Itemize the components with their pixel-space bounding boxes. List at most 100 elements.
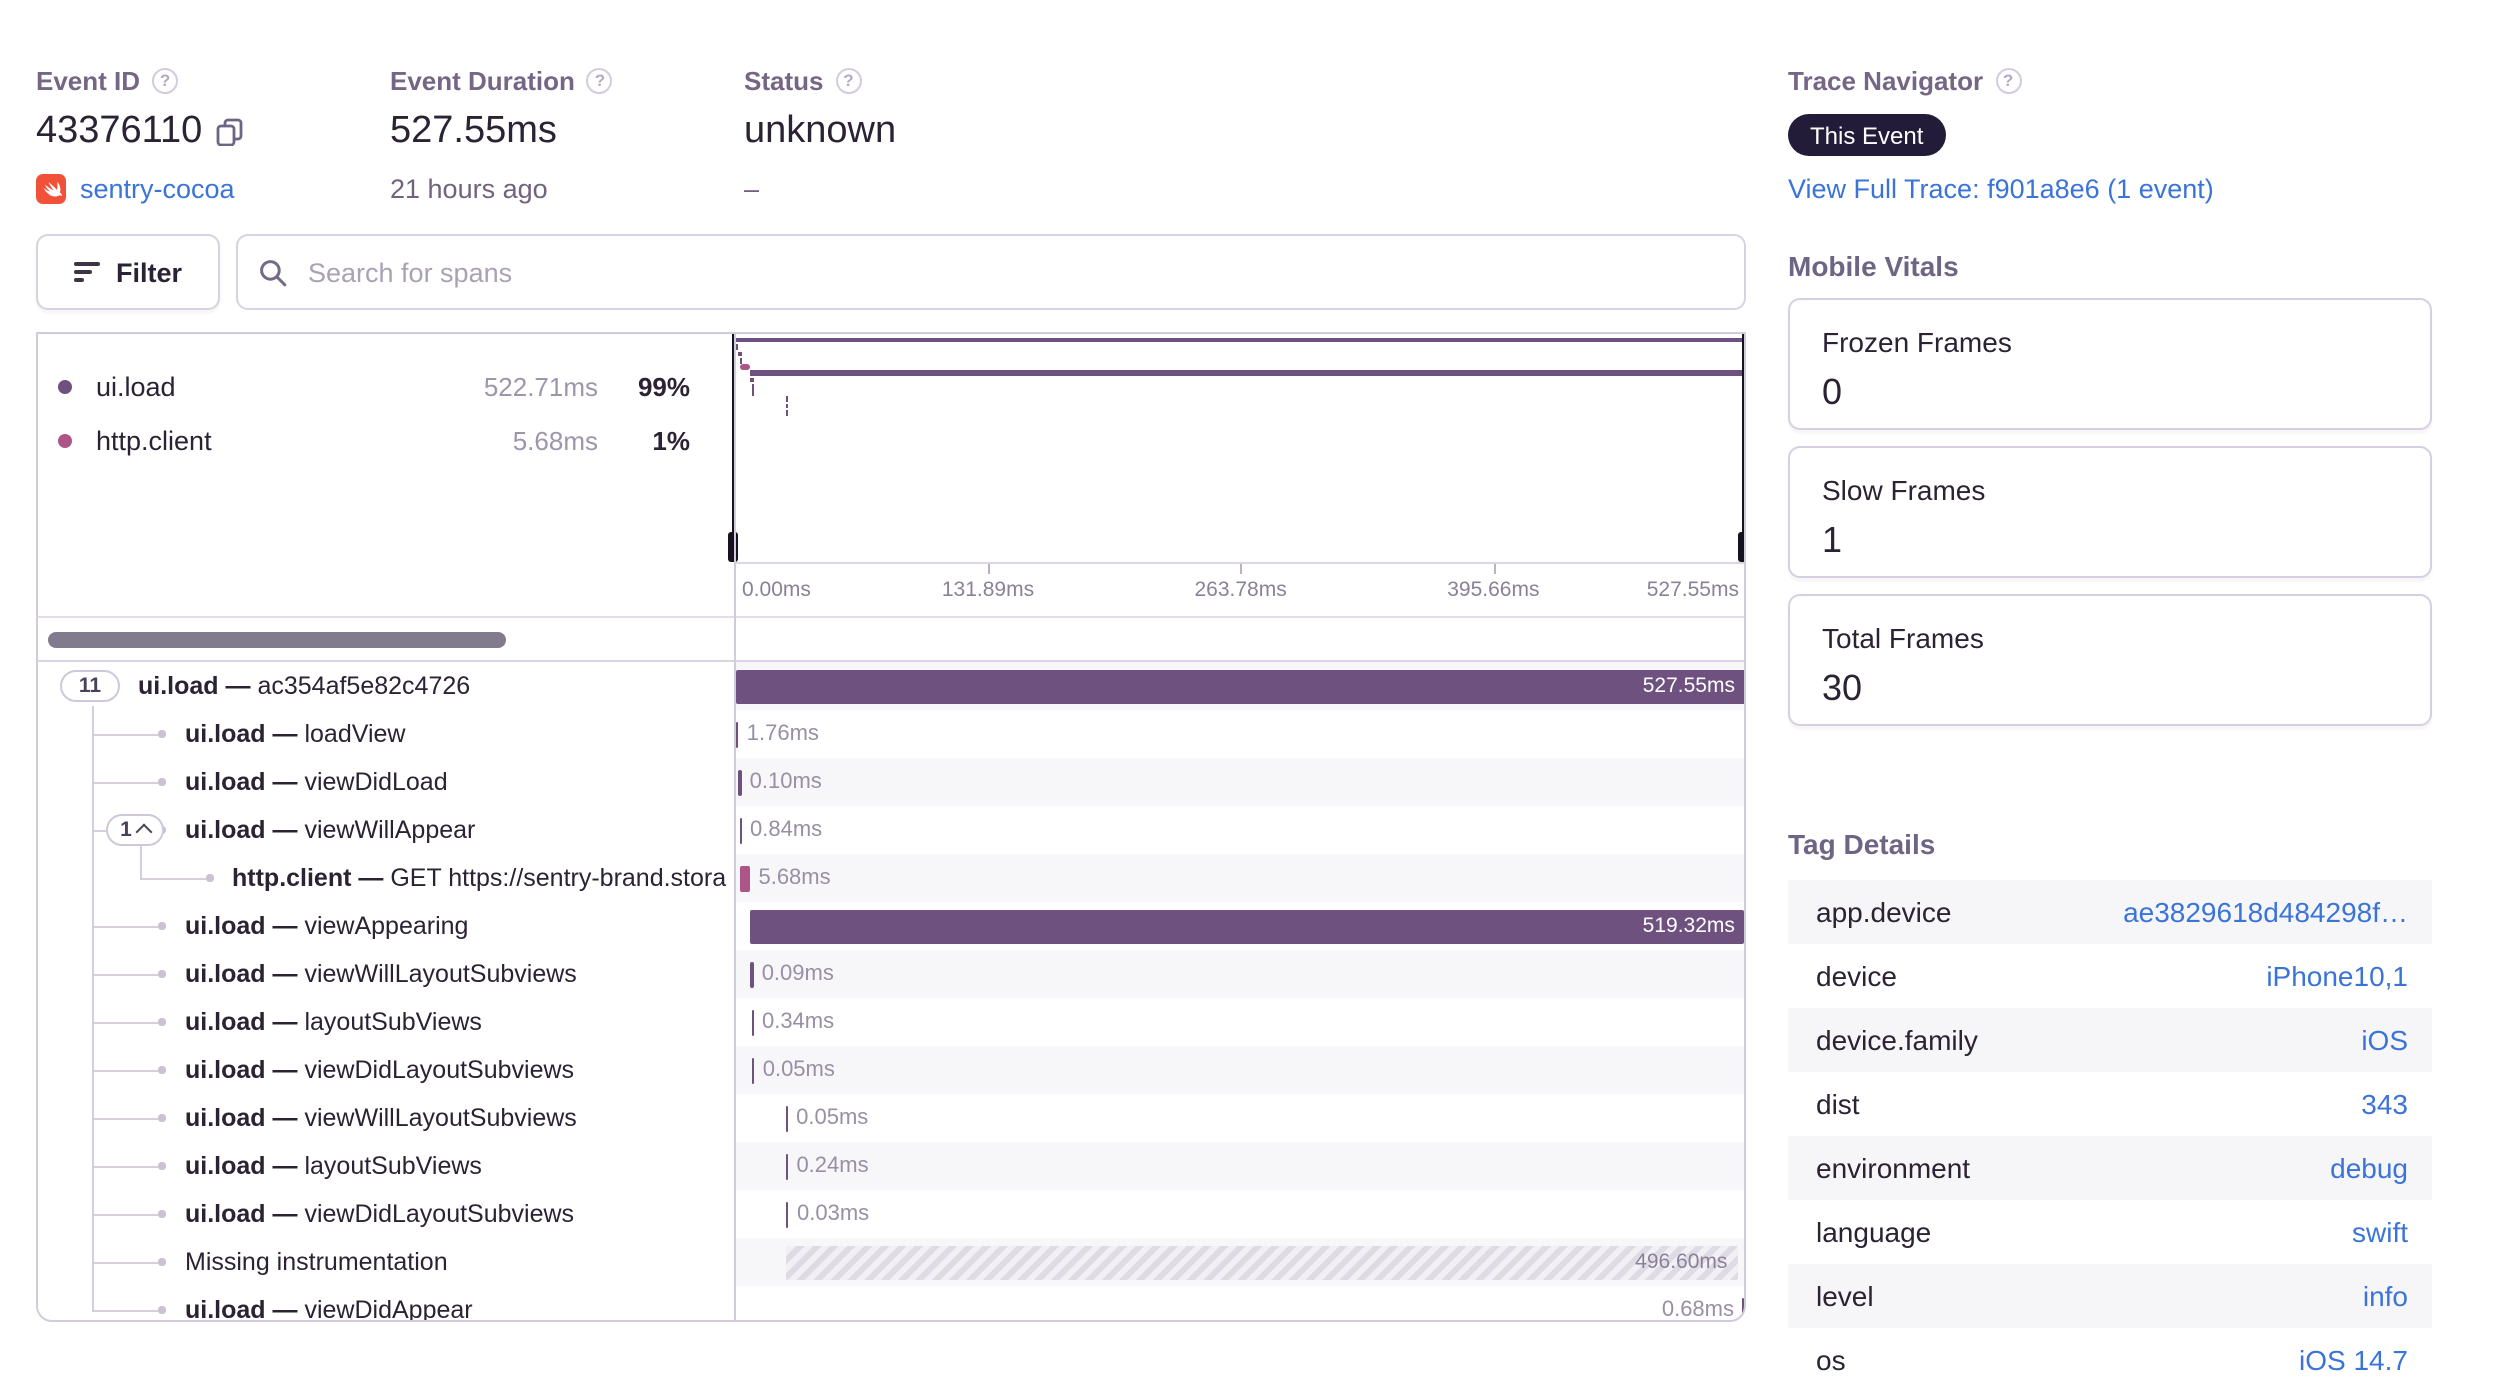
span-waterfall-row[interactable]: 519.32ms <box>735 902 1744 950</box>
span-bar[interactable] <box>785 1153 789 1179</box>
minimap-right-handle[interactable] <box>1742 334 1744 562</box>
span-tree-label: http.client — GET https://sentry-brand.s… <box>232 864 727 892</box>
tag-row: device.family iOS <box>1788 1008 2432 1072</box>
span-bar[interactable] <box>1742 1297 1744 1320</box>
span-tree-row[interactable]: ui.load — viewDidLayoutSubviews <box>38 1190 733 1238</box>
status-block: Status? unknown – <box>744 64 1084 204</box>
tag-key: app.device <box>1816 896 1952 928</box>
horizontal-scrollbar[interactable] <box>48 632 506 648</box>
span-tree-row[interactable]: ui.load — viewDidAppear <box>38 1286 733 1320</box>
span-tree-row[interactable]: ui.load — viewWillLayoutSubviews <box>38 1094 733 1142</box>
span-bar[interactable] <box>750 961 754 987</box>
filter-button[interactable]: Filter <box>36 234 220 310</box>
span-bar[interactable]: 527.55ms <box>735 669 1744 703</box>
span-waterfall-row[interactable]: 0.68ms <box>735 1286 1744 1320</box>
span-waterfall-row[interactable]: 0.05ms <box>735 1094 1744 1142</box>
minimap-span-mark <box>785 396 789 403</box>
span-tree-row[interactable]: 1 ui.load — viewWillAppear <box>38 806 733 854</box>
tree-connector-line <box>92 1165 158 1167</box>
span-op-color-dot <box>58 380 72 394</box>
copy-icon[interactable] <box>216 118 244 146</box>
span-waterfall-row[interactable]: 1.76ms <box>735 710 1744 758</box>
span-waterfall-row[interactable]: 0.84ms <box>735 806 1744 854</box>
project-link[interactable]: sentry-cocoa <box>80 173 235 203</box>
tree-connector-dot <box>158 730 165 737</box>
minimap-span-mark <box>735 338 1744 343</box>
status-label: Status <box>744 65 824 95</box>
tag-value-link[interactable]: info <box>2362 1280 2408 1312</box>
legend-row: ui.load 522.71ms 99% <box>38 360 718 414</box>
span-tree-row[interactable]: ui.load — layoutSubViews <box>38 1142 733 1190</box>
tag-value-link[interactable]: iOS <box>2361 1024 2408 1056</box>
help-icon[interactable]: ? <box>1995 67 2022 93</box>
span-bar[interactable] <box>785 1105 789 1131</box>
span-tree-label: ui.load — viewWillLayoutSubviews <box>185 1104 577 1132</box>
span-tree-row[interactable]: ui.load — viewWillLayoutSubviews <box>38 950 733 998</box>
event-time-ago: 21 hours ago <box>390 173 548 203</box>
span-waterfall-row[interactable]: 527.55ms <box>735 662 1744 710</box>
help-icon[interactable]: ? <box>835 67 862 93</box>
search-input[interactable] <box>304 255 1724 289</box>
status-sub-value: – <box>744 173 760 203</box>
help-icon[interactable]: ? <box>152 67 179 93</box>
minimap-left-handle-grip[interactable] <box>727 532 738 562</box>
vital-card: Frozen Frames 0 <box>1788 298 2432 430</box>
span-bar[interactable] <box>738 769 742 795</box>
span-tree-row[interactable]: ui.load — viewDidLoad <box>38 758 733 806</box>
span-tree-row[interactable]: ui.load — layoutSubViews <box>38 998 733 1046</box>
span-count-badge[interactable]: 11 <box>60 669 120 701</box>
span-tree-row[interactable]: ui.load — viewDidLayoutSubviews <box>38 1046 733 1094</box>
panel-divider[interactable] <box>733 334 735 1320</box>
tag-value-link[interactable]: iPhone10,1 <box>2266 960 2408 992</box>
span-bar[interactable] <box>751 1009 754 1035</box>
span-waterfall-row[interactable]: 0.24ms <box>735 1142 1744 1190</box>
span-waterfall-row[interactable]: 0.34ms <box>735 998 1744 1046</box>
legend-percentage: 99% <box>637 372 690 402</box>
event-duration-block: Event Duration? 527.55ms 21 hours ago <box>390 64 730 204</box>
trace-minimap[interactable] <box>735 334 1744 562</box>
tag-value-link[interactable]: 343 <box>2361 1088 2408 1120</box>
status-value: unknown <box>744 110 897 152</box>
tag-row: app.device ae3829618d484298f… <box>1788 880 2432 944</box>
legend-row: http.client 5.68ms 1% <box>38 414 718 468</box>
span-duration-label: 5.68ms <box>758 866 831 890</box>
tag-value-link[interactable]: iOS 14.7 <box>2299 1344 2408 1376</box>
vital-card: Total Frames 30 <box>1788 594 2432 726</box>
span-waterfall-row[interactable]: 0.10ms <box>735 758 1744 806</box>
search-box[interactable] <box>236 234 1746 310</box>
vital-card-value: 0 <box>1822 372 1843 412</box>
span-bar[interactable]: 519.32ms <box>750 909 1744 943</box>
view-full-trace-link[interactable]: View Full Trace: f901a8e6 (1 event) <box>1788 174 2214 204</box>
tree-connector-dot <box>158 1210 165 1217</box>
span-tree-row[interactable]: ui.load — loadView <box>38 710 733 758</box>
minimap-left-handle[interactable] <box>731 334 734 562</box>
span-bar[interactable] <box>739 817 742 843</box>
span-waterfall-row[interactable]: 5.68ms <box>735 854 1744 902</box>
tree-connector-line <box>92 1117 158 1119</box>
axis-tick-label: 263.78ms <box>1194 578 1287 602</box>
span-tree-row[interactable]: 11 ui.load — ac354af5e82c4726 <box>38 662 733 710</box>
span-tree-row[interactable]: Missing instrumentation <box>38 1238 733 1286</box>
help-icon[interactable]: ? <box>586 67 613 93</box>
tree-connector-line <box>92 1213 158 1215</box>
legend-op-label: ui.load <box>96 372 176 402</box>
span-bar[interactable] <box>786 1201 789 1227</box>
span-tree-row[interactable]: http.client — GET https://sentry-brand.s… <box>38 854 733 902</box>
span-waterfall-row[interactable]: 0.03ms <box>735 1190 1744 1238</box>
tag-value-link[interactable]: swift <box>2352 1216 2408 1248</box>
span-duration-label: 1.76ms <box>746 722 819 746</box>
span-waterfall-row[interactable]: 496.60ms <box>735 1238 1744 1286</box>
span-bar[interactable]: 496.60ms <box>786 1245 1738 1279</box>
tag-value-link[interactable]: debug <box>2330 1152 2408 1184</box>
span-bar[interactable] <box>739 865 751 891</box>
span-bar[interactable] <box>735 721 739 747</box>
span-op-color-dot <box>58 434 72 448</box>
tag-value-link[interactable]: ae3829618d484298f… <box>2123 896 2408 928</box>
span-count-badge[interactable]: 1 <box>106 813 164 845</box>
minimap-right-handle-grip[interactable] <box>1738 532 1744 562</box>
span-bar[interactable] <box>751 1057 755 1083</box>
span-duration-label: 527.55ms <box>1642 674 1735 698</box>
span-waterfall-row[interactable]: 0.05ms <box>735 1046 1744 1094</box>
span-waterfall-row[interactable]: 0.09ms <box>735 950 1744 998</box>
span-tree-row[interactable]: ui.load — viewAppearing <box>38 902 733 950</box>
